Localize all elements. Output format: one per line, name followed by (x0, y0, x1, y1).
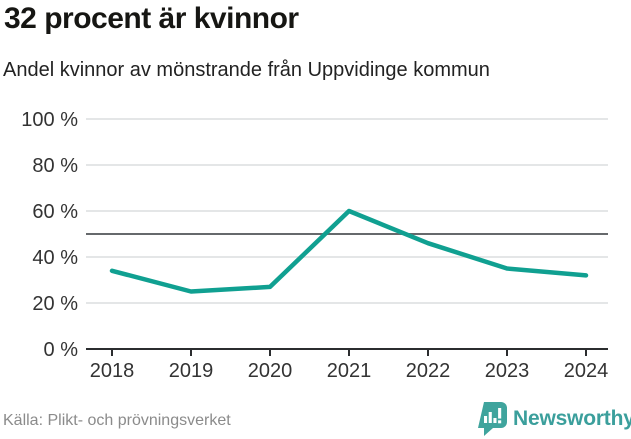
newsworthy-logo-icon (478, 402, 507, 436)
x-tick-label: 2024 (564, 360, 609, 382)
y-tick-label: 60 % (32, 201, 78, 223)
x-tick-label: 2021 (327, 360, 372, 382)
source-note: Källa: Plikt- och prövningsverket (3, 412, 231, 429)
y-tick-label: 80 % (32, 155, 78, 177)
data-line (109, 208, 589, 294)
newsworthy-logo[interactable]: Newsworthy (478, 402, 631, 436)
y-tick-label: 20 % (32, 293, 78, 315)
newsworthy-logo-text: Newsworthy (513, 407, 631, 430)
x-tick-label: 2019 (169, 360, 214, 382)
chart-title: 32 procent är kvinnor (4, 2, 299, 35)
line-chart: 0 % 20 % 40 % 60 % 80 % 100 % 2018 2019 2020 2021… (21, 109, 609, 382)
x-tick-label: 2022 (406, 360, 451, 382)
y-tick-label: 100 % (21, 109, 78, 131)
bar-chart-glyph (484, 408, 502, 424)
x-tick-label: 2020 (248, 360, 293, 382)
chart-subtitle: Andel kvinnor av mönstrande från Uppvidi… (3, 59, 490, 81)
y-tick-label: 40 % (32, 247, 78, 269)
x-tick-label: 2023 (485, 360, 530, 382)
y-tick-label: 0 % (44, 339, 79, 361)
x-tick-label: 2018 (90, 360, 135, 382)
exclamation-bar (498, 408, 502, 419)
exclamation-dot (498, 420, 502, 424)
